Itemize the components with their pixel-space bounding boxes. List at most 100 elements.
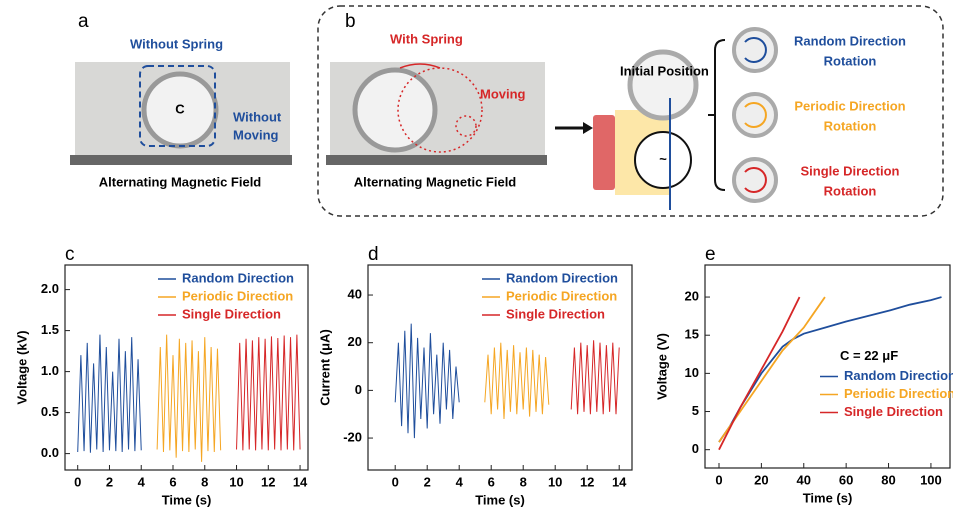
- series-line: [236, 334, 301, 451]
- legend-label: Random Direction: [506, 270, 618, 285]
- frame: [317, 5, 944, 217]
- x-tick-label: 6: [488, 474, 495, 489]
- note: Moving: [480, 86, 526, 101]
- x-tick-label: 6: [169, 474, 176, 489]
- series-line: [570, 340, 620, 415]
- x-tick-label: 20: [754, 472, 768, 487]
- legend-label: Periodic Direction: [844, 386, 953, 401]
- x-tick-label: 4: [456, 474, 464, 489]
- mode-label: Rotation: [824, 118, 877, 133]
- y-axis-label: Current (μA): [317, 329, 332, 406]
- x-tick-label: 2: [106, 474, 113, 489]
- y-axis-label: Voltage (V): [654, 333, 669, 400]
- x-tick-label: 0: [715, 472, 722, 487]
- arrow-head: [583, 122, 593, 134]
- y-tick-label: 0.5: [41, 404, 59, 419]
- y-tick-label: 15: [685, 327, 699, 342]
- y-axis-label: Voltage (kV): [14, 330, 29, 404]
- note: Without: [233, 109, 282, 124]
- x-tick-label: 12: [261, 474, 275, 489]
- x-tick-label: 14: [293, 474, 308, 489]
- panel-label: e: [705, 244, 716, 265]
- plot-frame: [367, 264, 633, 471]
- caption: Alternating Magnetic Field: [354, 174, 517, 189]
- y-tick-label: 2.0: [41, 281, 59, 296]
- panel-label: a: [78, 11, 89, 32]
- x-tick-label: 2: [424, 474, 431, 489]
- x-tick-label: 8: [201, 474, 208, 489]
- series-line: [718, 296, 801, 451]
- mode-arrow: [744, 37, 767, 63]
- ac-source: [634, 131, 692, 189]
- mode-arrow: [744, 102, 767, 128]
- title: With Spring: [390, 31, 463, 46]
- x-tick-label: 10: [548, 474, 562, 489]
- note: Moving: [233, 127, 279, 142]
- x-tick-label: 14: [612, 474, 627, 489]
- moving-path: [397, 67, 483, 153]
- mode-label: Rotation: [824, 53, 877, 68]
- y-tick-label: 5: [692, 403, 699, 418]
- mode-label: Single Direction: [801, 163, 900, 178]
- panel-label: b: [345, 11, 356, 32]
- moving-path: [455, 115, 477, 137]
- mode-label: Rotation: [824, 183, 877, 198]
- plot-frame: [64, 264, 309, 471]
- mode-icon: [732, 27, 778, 73]
- x-tick-label: 40: [797, 472, 811, 487]
- mode-icon: [732, 157, 778, 203]
- x-axis-label: Time (s): [803, 490, 853, 505]
- plot-frame: [704, 264, 951, 469]
- x-tick-label: 4: [138, 474, 146, 489]
- y-tick-label: 1.5: [41, 322, 59, 337]
- title: Without Spring: [130, 36, 223, 51]
- legend-label: Random Direction: [182, 270, 294, 285]
- mode-icon: [732, 92, 778, 138]
- panel-label: d: [368, 244, 379, 265]
- bracket: [708, 39, 726, 191]
- base-plate: [326, 155, 547, 165]
- legend-label: Random Direction: [844, 368, 953, 383]
- ball: [627, 49, 699, 121]
- ball: [352, 67, 438, 153]
- y-tick-label: 0.0: [41, 445, 59, 460]
- y-tick-label: 0: [692, 441, 699, 456]
- mode-arrow: [744, 167, 767, 193]
- mode-label: Random Direction: [794, 33, 906, 48]
- label: Initial Position: [620, 63, 709, 78]
- x-tick-label: 12: [580, 474, 594, 489]
- base-plate: [70, 155, 292, 165]
- mode-label: Periodic Direction: [794, 98, 905, 113]
- x-tick-label: 10: [229, 474, 243, 489]
- legend-label: Periodic Direction: [506, 288, 617, 303]
- x-tick-label: 100: [920, 472, 942, 487]
- x-tick-label: 8: [520, 474, 527, 489]
- panel-label: c: [65, 244, 75, 265]
- ac-symbol: ~: [659, 151, 667, 166]
- legend-label: Single Direction: [506, 306, 605, 321]
- dashed-box: [139, 65, 216, 147]
- x-tick-label: 0: [392, 474, 399, 489]
- x-axis-label: Time (s): [162, 492, 212, 507]
- series-line: [718, 296, 826, 443]
- arrow: [399, 63, 441, 69]
- magnet: [593, 115, 615, 190]
- series-line: [156, 334, 222, 462]
- y-tick-label: 10: [685, 365, 699, 380]
- caption: Alternating Magnetic Field: [99, 174, 262, 189]
- y-tick-label: 40: [348, 286, 362, 301]
- series-line: [484, 342, 550, 420]
- x-tick-label: 80: [881, 472, 895, 487]
- legend-label: Single Direction: [844, 404, 943, 419]
- y-tick-label: 20: [685, 288, 699, 303]
- y-tick-label: 20: [348, 334, 362, 349]
- x-tick-label: 0: [74, 474, 81, 489]
- rotation-icon: C: [175, 101, 185, 116]
- x-axis-label: Time (s): [475, 492, 525, 507]
- series-line: [77, 334, 142, 453]
- x-tick-label: 60: [839, 472, 853, 487]
- y-tick-label: 0: [355, 382, 362, 397]
- series-line: [394, 323, 460, 439]
